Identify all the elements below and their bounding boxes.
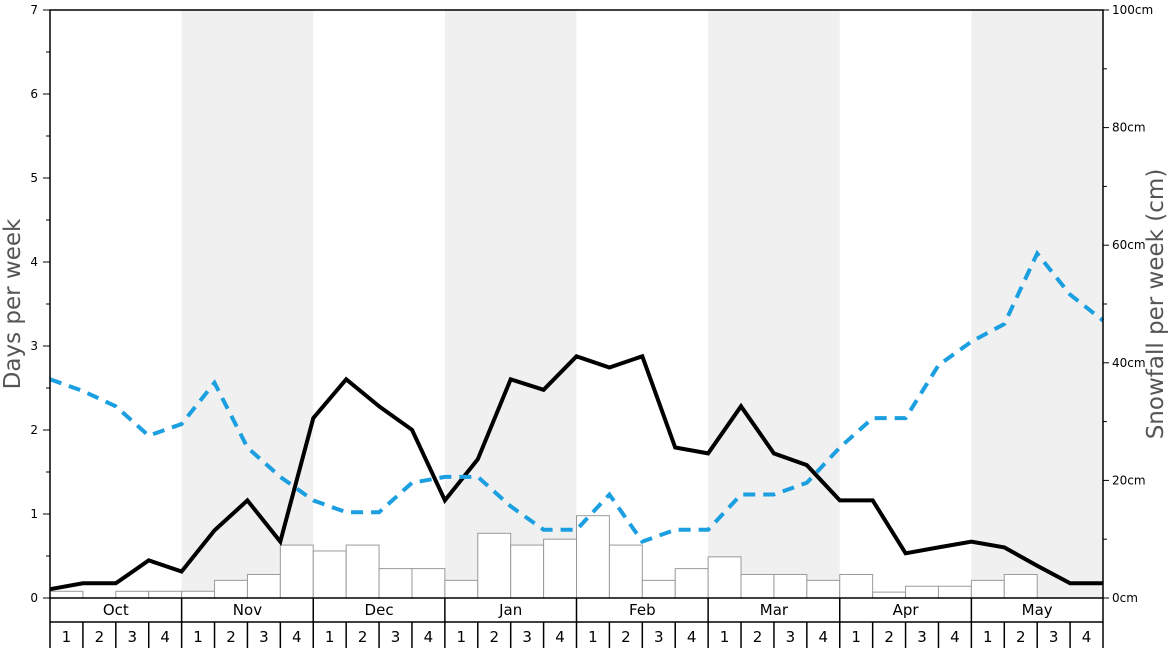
week-label: 4 (950, 628, 960, 646)
month-band (444, 10, 577, 598)
month-label: Dec (365, 601, 394, 619)
week-label: 2 (95, 628, 105, 646)
week-label: 2 (753, 628, 763, 646)
snow-day-bar (378, 568, 413, 599)
week-label: 4 (1082, 628, 1092, 646)
snow-day-bar (674, 568, 709, 599)
snow-day-bar (806, 579, 841, 599)
right-tick-label: 60cm (1112, 238, 1146, 252)
snow-day-bar (905, 585, 939, 599)
dashed-snowfall-line (49, 249, 1105, 544)
month-bands (181, 10, 1103, 598)
left-tick-label: 3 (30, 339, 38, 353)
left-tick-label: 5 (30, 171, 38, 185)
week-label: 3 (654, 628, 664, 646)
snow-day-bar (839, 573, 874, 599)
week-label: 2 (358, 628, 368, 646)
snow-day-bar (411, 568, 446, 599)
month-label: Oct (103, 601, 129, 619)
month-label: Nov (233, 601, 262, 619)
month-label: Apr (893, 601, 920, 619)
week-label: 1 (62, 628, 72, 646)
week-label: 1 (193, 628, 203, 646)
week-label: 3 (522, 628, 532, 646)
week-label: 1 (983, 628, 993, 646)
left-tick-label: 7 (30, 3, 38, 17)
snow-day-bar (312, 550, 347, 599)
snow-day-bar (543, 538, 577, 599)
snow-day-bar (477, 532, 512, 599)
week-label: 4 (687, 628, 697, 646)
week-label: 3 (917, 628, 927, 646)
snow-day-bar (181, 590, 216, 599)
snow-day-bar (740, 573, 775, 599)
snow-day-bar (279, 544, 314, 599)
left-tick-label: 2 (30, 423, 38, 437)
right-tick-label: 80cm (1112, 121, 1146, 135)
left-tick-label: 0 (30, 591, 38, 605)
week-label: 1 (720, 628, 730, 646)
snow-day-bar (872, 591, 907, 599)
week-label: 2 (226, 628, 236, 646)
week-label: 2 (621, 628, 631, 646)
week-label: 3 (391, 628, 401, 646)
solid-snowfall-line (49, 353, 1103, 592)
week-label: 3 (259, 628, 269, 646)
snow-day-bar (1003, 573, 1038, 599)
week-label: 2 (489, 628, 499, 646)
snow-day-bar (510, 544, 545, 599)
week-label: 2 (1016, 628, 1026, 646)
week-label: 4 (160, 628, 170, 646)
week-label: 4 (819, 628, 829, 646)
left-axis: 0 1 2 3 4 5 6 7 (30, 3, 50, 605)
right-axis: 0cm 20cm 40cm 60cm 80cm 100cm (1103, 3, 1153, 605)
week-label: 1 (457, 628, 467, 646)
snow-day-bar (148, 590, 183, 599)
week-label: 1 (325, 628, 335, 646)
right-tick-label: 100cm (1112, 3, 1153, 17)
week-label: 1 (851, 628, 861, 646)
month-band (708, 10, 840, 598)
left-tick-label: 6 (30, 87, 38, 101)
snow-day-bar (246, 573, 281, 599)
week-label: 2 (884, 628, 894, 646)
snow-day-bar (937, 585, 972, 599)
snow-day-bar (214, 579, 248, 599)
week-label: 3 (127, 628, 137, 646)
month-label: May (1022, 601, 1053, 619)
snow-day-bar (773, 573, 808, 599)
snow-day-bar (444, 579, 479, 599)
right-tick-label: 40cm (1112, 356, 1146, 370)
left-tick-label: 4 (30, 255, 38, 269)
month-label: Mar (760, 601, 789, 619)
bottom-axis: Oct 1 2 3 4 Nov 1 2 3 4 Dec 1 2 3 4 Jan 1 2 3 4 Feb 1 2 3 4 Mar 1 2… (49, 598, 1104, 648)
week-label: 4 (292, 628, 302, 646)
month-band (181, 10, 314, 598)
right-tick-label: 20cm (1112, 473, 1146, 487)
snow-day-bar (49, 590, 84, 599)
snow-day-bar (345, 544, 380, 599)
snow-day-bars (49, 515, 1038, 599)
snow-day-bar (707, 556, 742, 599)
right-tick-label: 0cm (1112, 591, 1138, 605)
left-axis-title: Days per week (0, 218, 26, 389)
snow-day-bar (576, 515, 610, 599)
week-label: 1 (588, 628, 598, 646)
snowfall-lines (49, 249, 1105, 592)
month-label: Jan (498, 601, 522, 619)
right-axis-title: Snowfall per week (cm) (1143, 169, 1168, 440)
snow-day-bar (970, 579, 1005, 599)
month-band (971, 10, 1103, 598)
left-tick-label: 1 (30, 507, 38, 521)
week-label: 3 (1049, 628, 1059, 646)
week-label: 4 (424, 628, 434, 646)
month-label: Feb (629, 601, 656, 619)
snow-day-bar (115, 590, 150, 599)
snow-day-bar (641, 579, 676, 599)
week-label: 4 (555, 628, 565, 646)
week-label: 3 (786, 628, 796, 646)
snow-day-bar (608, 544, 643, 599)
